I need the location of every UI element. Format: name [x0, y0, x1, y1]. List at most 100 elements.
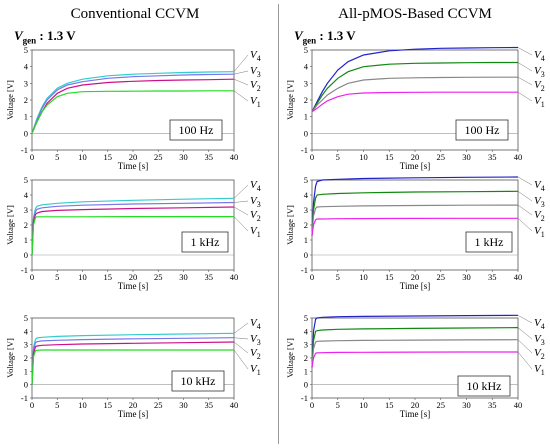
series-line-v4 — [31, 332, 235, 385]
series-line-v3 — [31, 201, 235, 256]
y-tick-label: 3 — [24, 340, 28, 350]
x-tick-label: 20 — [411, 152, 420, 162]
legend-label-v2: V2 — [534, 209, 545, 223]
x-tick-label: 35 — [205, 272, 214, 282]
y-tick-label: 0 — [304, 128, 308, 138]
x-tick-label: 10 — [359, 152, 368, 162]
column-divider — [278, 4, 279, 444]
legend-label-v3: V3 — [534, 195, 545, 209]
y-axis-label: Voltage [V] — [285, 80, 295, 120]
series-line-v2 — [311, 76, 518, 113]
series-line-v3 — [31, 73, 235, 134]
x-tick-label: 10 — [359, 400, 368, 410]
series-line-v3 — [311, 61, 518, 113]
x-tick-label: 20 — [129, 272, 138, 282]
series-line-v4 — [311, 46, 519, 112]
series-line-v1 — [311, 91, 518, 113]
x-axis-label: Time [s] — [400, 161, 430, 171]
y-tick-label: 5 — [24, 313, 28, 323]
legend-label-v2: V2 — [534, 347, 545, 361]
series-line-v4 — [311, 314, 519, 368]
legend-leader — [517, 351, 533, 370]
frequency-box — [171, 370, 225, 392]
legend-label-v1: V1 — [250, 363, 261, 377]
legend-leader — [233, 184, 249, 199]
y-tick-label: 4 — [304, 326, 309, 336]
x-tick-label: 5 — [336, 400, 340, 410]
x-tick-label: 0 — [30, 400, 34, 410]
legend-label-v4: V4 — [250, 49, 261, 63]
x-axis-label: Time [s] — [118, 281, 148, 291]
vgen-label-right: Vgen : 1.3 V — [294, 28, 356, 46]
y-axis-label: Voltage [V] — [285, 205, 295, 245]
x-tick-label: 40 — [230, 400, 239, 410]
x-tick-label: 30 — [179, 272, 188, 282]
x-tick-label: 25 — [437, 272, 446, 282]
legend-label-v3: V3 — [250, 333, 261, 347]
legend-leader — [233, 341, 249, 354]
x-tick-label: 20 — [129, 400, 138, 410]
legend-label-v2: V2 — [250, 79, 261, 93]
x-axis-label: Time [s] — [118, 161, 148, 171]
x-tick-label: 25 — [154, 152, 163, 162]
legend-label-v4: V4 — [534, 179, 545, 193]
y-tick-label: 0 — [304, 250, 308, 260]
frequency-label: 100 Hz — [465, 123, 500, 137]
vgen-label-left: Vgen : 1.3 V — [14, 28, 76, 46]
legend-label-v1: V1 — [534, 363, 545, 377]
x-tick-label: 30 — [462, 400, 471, 410]
frequency-box — [455, 119, 509, 141]
x-tick-label: 5 — [55, 400, 59, 410]
x-tick-label: 30 — [462, 152, 471, 162]
x-tick-label: 30 — [179, 400, 188, 410]
legend-label-v4: V4 — [250, 317, 261, 331]
y-axis-label: Voltage [V] — [5, 80, 15, 120]
x-tick-label: 35 — [205, 400, 214, 410]
legend-leader — [517, 204, 533, 216]
column-title-conventional: Conventional CCVM — [70, 6, 200, 22]
legend-leader — [233, 70, 249, 75]
legend-leader — [517, 47, 533, 56]
y-tick-label: 5 — [24, 175, 28, 185]
series-line-v1 — [311, 217, 518, 236]
y-tick-label: -1 — [301, 393, 308, 403]
y-tick-label: 0 — [24, 380, 28, 390]
legend-label-v1: V1 — [250, 225, 261, 239]
legend-label-v2: V2 — [250, 209, 261, 223]
frequency-box — [181, 231, 229, 253]
x-tick-label: 40 — [230, 272, 239, 282]
x-tick-label: 35 — [205, 152, 214, 162]
x-tick-label: 10 — [78, 152, 87, 162]
frequency-label: 100 Hz — [179, 123, 214, 137]
x-tick-label: 20 — [411, 400, 420, 410]
y-tick-label: 5 — [304, 175, 308, 185]
series-line-v2 — [31, 341, 235, 385]
legend-label-v2: V2 — [534, 79, 545, 93]
x-tick-label: 15 — [385, 152, 394, 162]
x-tick-label: 15 — [104, 400, 113, 410]
legend-label-v2: V2 — [250, 347, 261, 361]
y-tick-label: 3 — [24, 78, 28, 88]
frequency-label: 10 kHz — [467, 379, 502, 393]
x-tick-label: 5 — [55, 152, 59, 162]
series-line-v4 — [31, 71, 235, 134]
y-tick-label: -1 — [301, 145, 308, 155]
legend-leader — [233, 206, 249, 216]
legend-label-v1: V1 — [534, 225, 545, 239]
y-tick-label: 1 — [304, 235, 308, 245]
y-tick-label: 0 — [304, 380, 308, 390]
legend-leader — [517, 327, 533, 340]
series-line-v2 — [31, 206, 235, 256]
frequency-label: 1 kHz — [191, 235, 220, 249]
y-tick-label: -1 — [21, 393, 28, 403]
x-tick-label: 40 — [514, 272, 523, 282]
x-tick-label: 25 — [437, 152, 446, 162]
legend-label-v3: V3 — [250, 195, 261, 209]
legend-leader — [517, 218, 533, 232]
legend-leader — [517, 191, 533, 202]
